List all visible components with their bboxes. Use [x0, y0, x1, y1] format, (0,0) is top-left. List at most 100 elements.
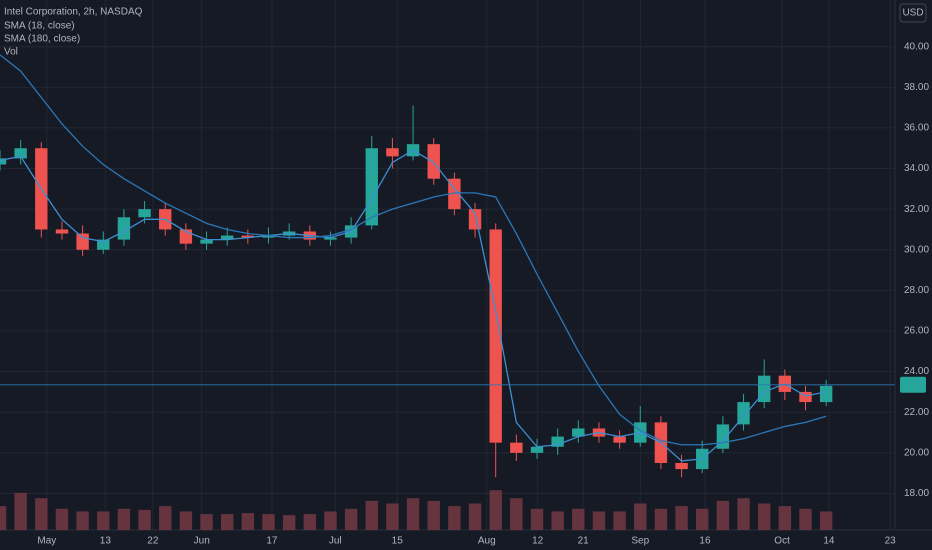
y-tick-label: 26.00 [904, 326, 929, 337]
x-tick-label: 15 [392, 536, 404, 547]
x-tick-label: 13 [100, 536, 112, 547]
x-tick-label: 16 [699, 536, 711, 547]
candle-body [76, 233, 89, 250]
legend-entry: SMA (18, close) [4, 21, 75, 32]
candle-body [262, 235, 275, 238]
sma-line [0, 54, 827, 446]
volume-bar [324, 511, 337, 530]
y-tick-label: 32.00 [904, 204, 929, 215]
volume-bar [799, 508, 812, 530]
y-tick-label: 36.00 [904, 123, 929, 134]
candle-body [241, 235, 255, 238]
volume-bar [406, 498, 420, 530]
volume-bar [592, 511, 606, 530]
volume-bar [489, 490, 502, 530]
volume-bar [675, 506, 688, 530]
volume-bar [0, 506, 7, 530]
y-tick-label: 24.00 [904, 366, 929, 377]
candle-body [448, 178, 461, 210]
candle-body [220, 235, 234, 240]
volume-bar [117, 508, 131, 530]
volume-bar [303, 514, 317, 530]
x-tick-label: 14 [823, 536, 835, 547]
volume-bar [778, 506, 792, 530]
volume-bar [510, 498, 523, 530]
candle-body [427, 144, 440, 179]
candle-body [819, 385, 833, 403]
candle-body [489, 229, 502, 443]
candle-body [799, 391, 812, 403]
x-tick-label: 23 [885, 536, 897, 547]
volume-label: Vol [4, 47, 18, 58]
volume-bar [14, 492, 27, 530]
candle-body [737, 402, 750, 425]
y-tick-label: 38.00 [904, 82, 929, 93]
x-tick-label: 22 [147, 536, 159, 547]
y-tick-label: 18.00 [904, 488, 929, 499]
y-tick-label: 28.00 [904, 285, 929, 296]
chart-title: Intel Corporation, 2h, NASDAQ [4, 7, 143, 18]
x-tick-label: Jul [329, 536, 342, 547]
volume-bar [427, 500, 440, 530]
volume-bar [696, 508, 709, 530]
y-tick-label: 40.00 [904, 41, 929, 52]
candle-body [530, 446, 544, 453]
volume-bar [551, 511, 564, 530]
x-tick-label: May [37, 536, 56, 547]
volume-bar [344, 508, 358, 530]
volume-bar [262, 514, 275, 530]
candle-body [200, 239, 213, 244]
volume-bar [55, 508, 69, 530]
candle-body [324, 237, 337, 240]
candle-body [510, 442, 523, 453]
y-tick-label: 34.00 [904, 163, 929, 174]
candle-body [365, 148, 378, 226]
candle-body [386, 148, 399, 157]
volume-bar [613, 511, 626, 530]
last-price-marker [900, 376, 926, 393]
volume-bar [138, 509, 151, 530]
x-tick-label: Jun [194, 536, 210, 547]
volume-bar [282, 515, 296, 530]
volume-bar [716, 500, 730, 530]
volume-bar [448, 506, 461, 530]
volume-bar [468, 503, 482, 530]
candle-body [138, 209, 151, 218]
sma-line [0, 149, 827, 462]
currency[interactable]: USD [902, 8, 923, 19]
volume-bar [220, 514, 234, 530]
candle-body [55, 229, 69, 234]
candle-body [572, 428, 585, 437]
volume-bar [159, 506, 172, 530]
volume-bar [76, 511, 89, 530]
volume-bar [654, 508, 668, 530]
x-tick-label: Sep [631, 536, 649, 547]
volume-bar [634, 503, 647, 530]
x-tick-label: 12 [532, 536, 544, 547]
volume-bar [241, 513, 255, 530]
volume-bar [757, 503, 771, 530]
candle-body [613, 436, 626, 443]
y-tick-label: 22.00 [904, 407, 929, 418]
candle-body [675, 462, 688, 470]
volume-bar [179, 511, 193, 530]
volume-bar [97, 511, 110, 530]
volume-bar [365, 500, 378, 530]
candle-body [757, 375, 771, 403]
legend-entry: SMA (180, close) [4, 34, 80, 45]
candle-body [14, 148, 27, 159]
y-tick-label: 20.00 [904, 447, 929, 458]
y-tick-label: 30.00 [904, 244, 929, 255]
volume-bar [35, 498, 48, 530]
volume-bar [819, 511, 833, 530]
candle-body [0, 158, 7, 165]
x-tick-label: 17 [266, 536, 278, 547]
volume-bar [200, 514, 213, 530]
currency-box[interactable] [899, 3, 927, 23]
candle-body [97, 239, 110, 250]
candle-body [551, 436, 564, 447]
candle-body [117, 217, 131, 240]
